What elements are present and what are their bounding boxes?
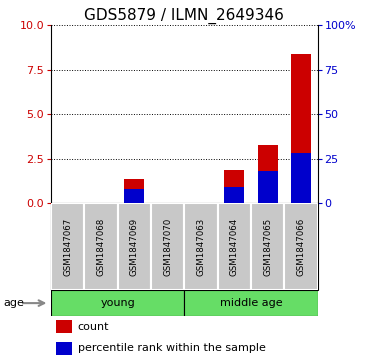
Text: GSM1847065: GSM1847065 xyxy=(263,218,272,276)
Bar xyxy=(124,189,144,203)
Bar xyxy=(151,203,184,290)
Bar xyxy=(57,320,72,333)
Text: percentile rank within the sample: percentile rank within the sample xyxy=(78,343,266,354)
Bar xyxy=(251,203,284,290)
Text: count: count xyxy=(78,322,109,332)
Text: GSM1847063: GSM1847063 xyxy=(196,218,205,276)
Bar xyxy=(258,144,277,203)
Bar xyxy=(124,179,144,203)
Text: GSM1847070: GSM1847070 xyxy=(163,218,172,276)
Bar xyxy=(184,203,218,290)
Text: GSM1847068: GSM1847068 xyxy=(97,218,105,276)
Text: GSM1847064: GSM1847064 xyxy=(230,218,239,276)
Text: middle age: middle age xyxy=(220,298,282,308)
Title: GDS5879 / ILMN_2649346: GDS5879 / ILMN_2649346 xyxy=(84,8,284,24)
Bar xyxy=(51,290,184,316)
Text: young: young xyxy=(100,298,135,308)
Bar xyxy=(224,170,244,203)
Text: GSM1847067: GSM1847067 xyxy=(63,218,72,276)
Bar xyxy=(184,290,318,316)
Bar xyxy=(84,203,118,290)
Bar xyxy=(258,171,277,203)
Bar xyxy=(118,203,151,290)
Bar xyxy=(291,54,311,203)
Bar xyxy=(284,203,318,290)
Bar xyxy=(291,154,311,203)
Text: GSM1847069: GSM1847069 xyxy=(130,218,139,276)
Bar xyxy=(51,203,84,290)
Bar xyxy=(218,203,251,290)
Text: age: age xyxy=(4,298,24,308)
Bar xyxy=(224,187,244,203)
Bar xyxy=(57,342,72,355)
Text: GSM1847066: GSM1847066 xyxy=(296,218,306,276)
